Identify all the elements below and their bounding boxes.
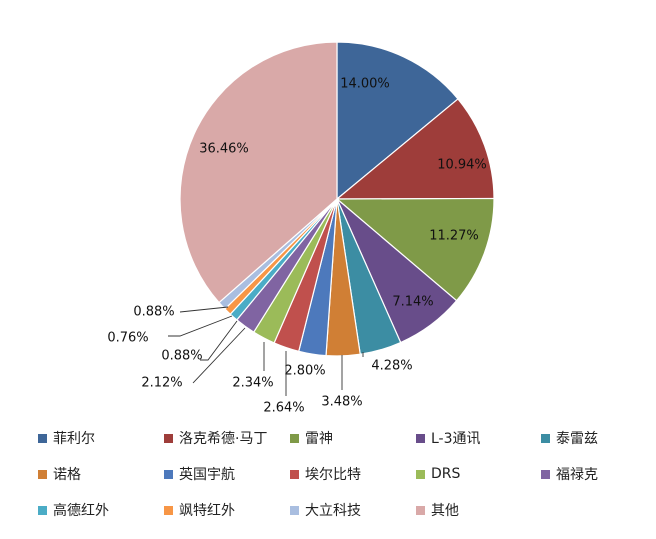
legend-swatch: [164, 505, 173, 515]
legend-label: 埃尔比特: [305, 467, 361, 483]
legend-label: 高德红外: [53, 503, 109, 519]
data-label: 0.76%: [107, 331, 148, 346]
leader-line: [168, 315, 233, 337]
legend-item: 大立科技: [290, 500, 361, 520]
data-label: 7.14%: [392, 295, 433, 310]
legend-swatch: [164, 433, 173, 443]
data-label: 2.12%: [141, 376, 182, 391]
data-label: 2.34%: [232, 376, 273, 391]
leader-line: [192, 327, 246, 384]
legend-label: L-3通讯: [431, 431, 481, 447]
legend-swatch: [416, 433, 425, 443]
data-label: 36.46%: [199, 142, 249, 157]
legend-item: 洛克希德·马丁: [164, 428, 267, 448]
leader-line: [179, 306, 229, 313]
leader-line: [200, 320, 238, 361]
legend-item: 菲利尔: [38, 428, 95, 448]
legend-label: DRS: [431, 466, 461, 482]
legend-swatch: [541, 469, 550, 479]
pie-plot-area: 14.00% 10.94% 11.27% 7.14% 4.28% 3.48% 2.80% 2.…: [107, 41, 495, 416]
pie-slice: [179, 41, 338, 304]
data-label: 2.80%: [284, 364, 325, 379]
legend-swatch: [541, 433, 550, 443]
legend-item: DRS: [416, 464, 460, 484]
legend-label: 洛克希德·马丁: [179, 431, 268, 447]
data-label: 4.28%: [371, 359, 412, 374]
legend-item: 泰雷兹: [541, 428, 598, 448]
legend-item: 雷神: [290, 428, 333, 448]
legend-swatch: [38, 469, 47, 479]
legend-label: 诺格: [53, 467, 81, 483]
data-label: 14.00%: [340, 77, 390, 92]
data-label: 10.94%: [437, 158, 487, 173]
pie-slice: [336, 41, 459, 201]
legend-label: 其他: [431, 503, 459, 519]
legend-label: 福禄克: [556, 467, 598, 483]
pie-slice: [335, 197, 495, 302]
legend-swatch: [290, 505, 299, 515]
legend-item: 高德红外: [38, 500, 109, 520]
data-label: 3.48%: [321, 395, 362, 410]
data-label: 0.88%: [161, 349, 202, 364]
legend-label: 大立科技: [305, 503, 361, 519]
legend-item: 其他: [416, 500, 459, 520]
data-label: 11.27%: [429, 229, 479, 244]
legend-item: 英国宇航: [164, 464, 235, 484]
legend-swatch: [164, 469, 173, 479]
legend-label: 飒特红外: [179, 503, 235, 519]
data-label: 0.88%: [133, 305, 174, 320]
legend-item: 福禄克: [541, 464, 598, 484]
legend-label: 泰雷兹: [556, 431, 598, 447]
legend-item: 诺格: [38, 464, 81, 484]
legend-label: 菲利尔: [53, 431, 95, 447]
legend-item: L-3通讯: [416, 428, 481, 448]
legend-swatch: [416, 505, 425, 515]
legend-label: 英国宇航: [179, 467, 235, 483]
legend-swatch: [290, 433, 299, 443]
legend-swatch: [290, 469, 299, 479]
data-label: 2.64%: [263, 401, 304, 416]
legend-swatch: [38, 433, 47, 443]
legend-item: 埃尔比特: [290, 464, 361, 484]
legend-label: 雷神: [305, 431, 333, 447]
legend-swatch: [416, 469, 425, 479]
pie-slice: [335, 98, 495, 200]
legend-swatch: [38, 505, 47, 515]
legend-item: 飒特红外: [164, 500, 235, 520]
